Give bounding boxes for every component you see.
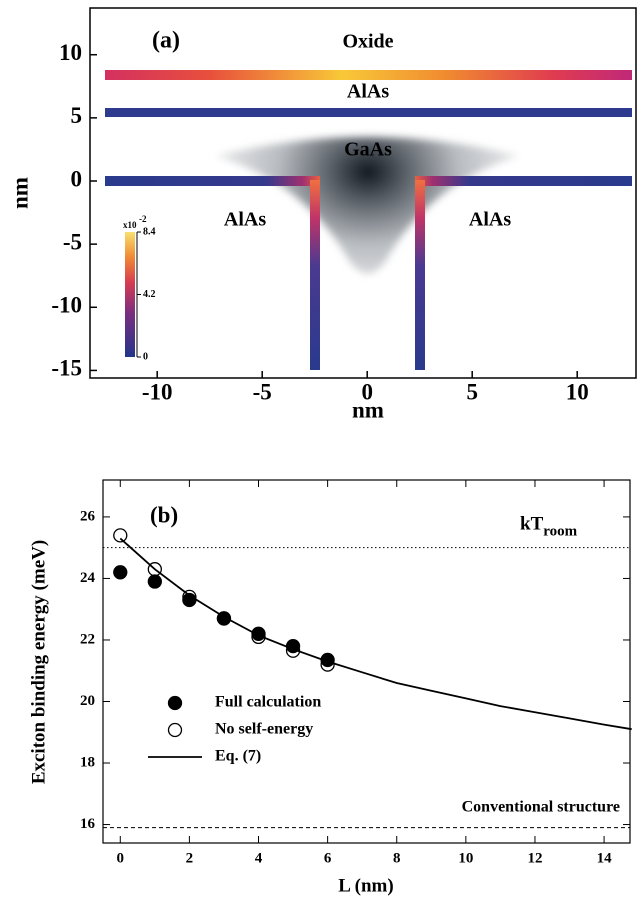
y-axis-label: Exciton binding energy (meV) [28, 540, 49, 784]
y-tick-label: -5 [63, 229, 82, 254]
y-tick-label: 24 [80, 570, 96, 586]
region-label: GaAs [344, 139, 392, 161]
reference-label-sub: room [543, 524, 577, 540]
colorbar-exponent: -2 [139, 214, 147, 224]
y-tick-label: 5 [71, 103, 83, 128]
axes-frame [102, 479, 631, 844]
y-tick-label: 16 [80, 816, 96, 832]
reference-label: Conventional structure [462, 798, 620, 815]
x-tick-label: 6 [324, 850, 332, 866]
x-axis-label: L (nm) [338, 875, 393, 896]
reference-label-main: kT [520, 514, 544, 535]
legend-label: Eq. (7) [215, 748, 261, 765]
data-point [147, 574, 162, 589]
legend-marker [167, 695, 183, 711]
data-point [320, 657, 335, 672]
colorbar-tick-label: 4.2 [143, 289, 156, 300]
x-tick-label: 10 [566, 379, 589, 404]
y-tick-label: 18 [80, 754, 95, 770]
x-tick-label: 5 [466, 379, 478, 404]
x-tick-label: 8 [393, 850, 401, 866]
x-tick-label: 12 [527, 850, 542, 866]
y-tick-label: 0 [71, 166, 83, 191]
y-tick-label: 10 [59, 40, 82, 65]
alas-right-bar [415, 176, 632, 186]
legend-label: No self-energy [215, 721, 313, 738]
x-axis-label: nm [352, 397, 384, 422]
alas-left-wall [310, 180, 320, 370]
y-axis-label: nm [7, 177, 32, 209]
x-tick-label: 4 [255, 850, 263, 866]
x-tick-label: 2 [186, 850, 194, 866]
region-label: Oxide [342, 31, 393, 53]
region-label: AlAs [224, 209, 266, 231]
colorbar-tick-label: 0 [143, 351, 148, 362]
alas-left-bar [105, 176, 320, 186]
x-tick-label: -5 [253, 379, 272, 404]
x-tick-label: -10 [142, 379, 173, 404]
legend-label: Full calculation [215, 694, 321, 711]
x-tick-label: 10 [458, 850, 473, 866]
data-point [113, 565, 128, 580]
panel-label: (a) [152, 28, 180, 54]
colorbar-multiplier: x10 [123, 220, 137, 230]
y-tick-label: -10 [51, 293, 82, 318]
region-label: AlAs [347, 81, 389, 103]
y-tick-label: 22 [80, 631, 95, 647]
oxide-interface-bar [105, 70, 632, 80]
reference-label: kTroom [520, 514, 578, 540]
x-tick-label: 0 [117, 850, 125, 866]
gaas-density [215, 137, 520, 274]
panel-label: (b) [150, 502, 178, 527]
data-point [251, 629, 266, 645]
region-label: AlAs [469, 209, 511, 231]
alas-right-wall [415, 180, 425, 370]
x-tick-label: 0 [361, 379, 373, 404]
legend-marker [167, 722, 183, 738]
data-point [113, 528, 128, 543]
alas-top-bar [105, 108, 632, 117]
colorbar [125, 232, 135, 357]
y-tick-label: -15 [51, 356, 82, 381]
data-point [182, 589, 197, 605]
y-tick-label: 20 [80, 693, 95, 709]
data-point [216, 611, 232, 626]
x-tick-label: 14 [597, 850, 613, 866]
fit-line [119, 537, 632, 731]
y-tick-label: 26 [80, 508, 96, 524]
colorbar-tick-label: 8.4 [143, 226, 156, 237]
axes-frame [89, 7, 637, 379]
data-point [147, 562, 162, 577]
